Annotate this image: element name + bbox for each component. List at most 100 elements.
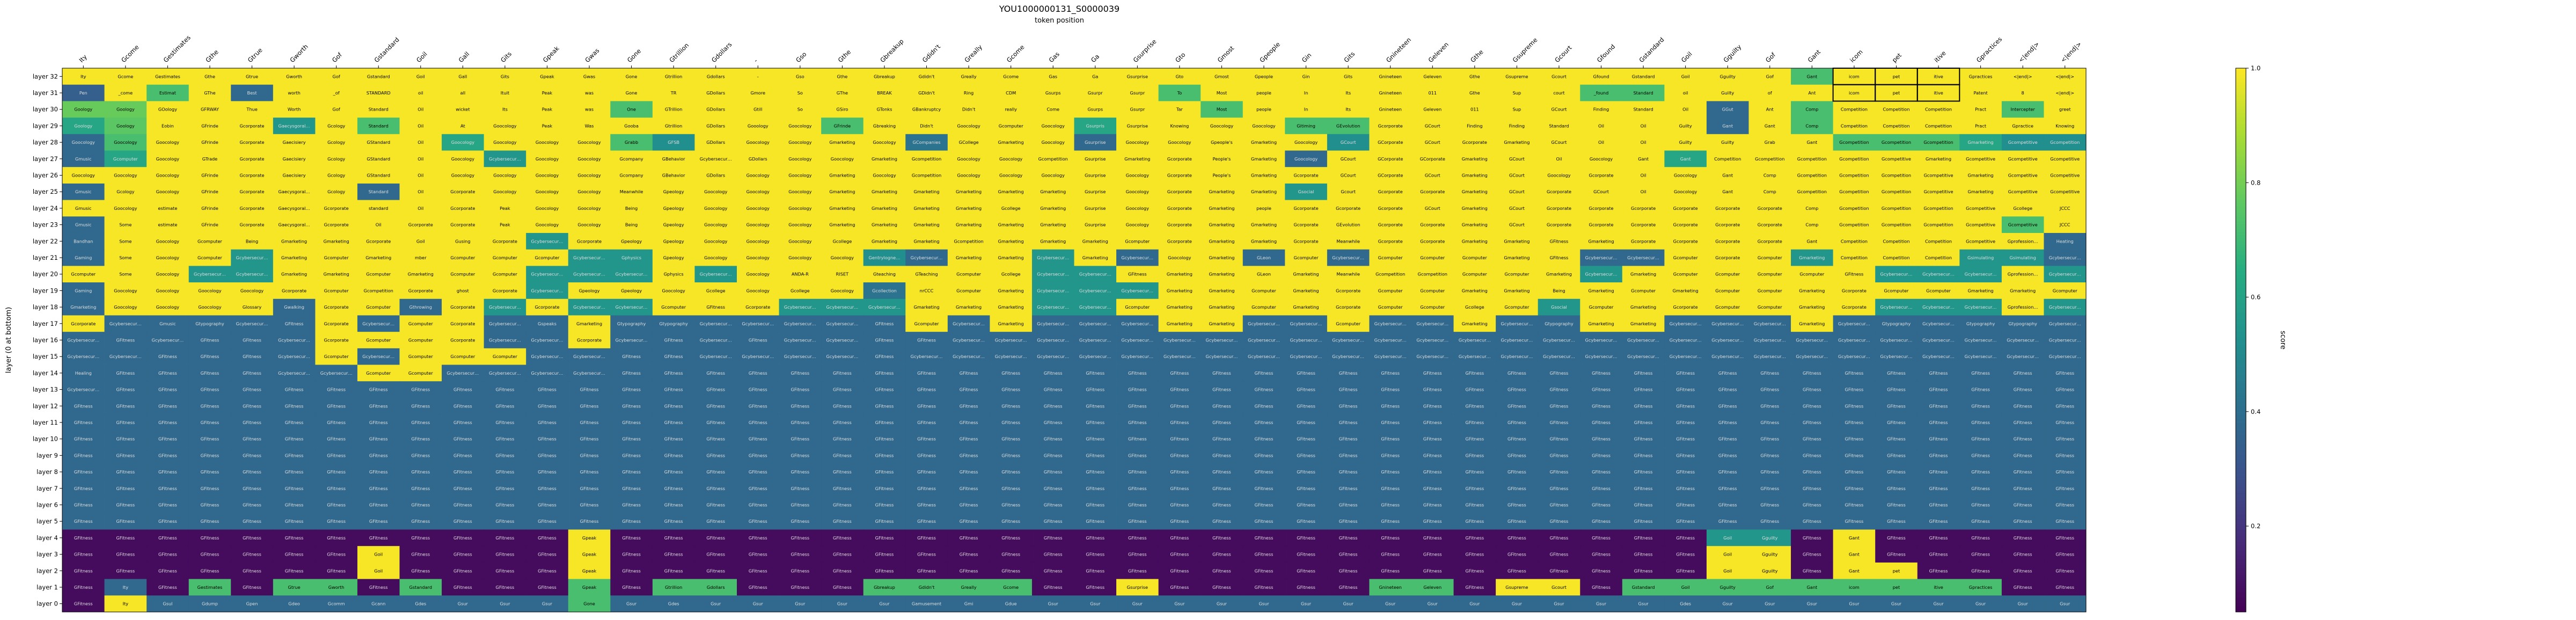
cell-label: Gcorporate	[239, 140, 264, 145]
cell-label: Goocology	[1674, 173, 1697, 178]
heatmap-cell	[1242, 298, 1285, 316]
cell-label: Gcompetitive	[1882, 156, 1911, 162]
cell-label: Gcompetition	[1882, 222, 1911, 228]
heatmap-cell	[1074, 348, 1117, 365]
cell-label: Gmarketing	[1293, 304, 1319, 310]
heatmap-cell	[990, 381, 1033, 398]
cell-label: GFitness	[1423, 502, 1442, 507]
cell-label: Gcybersecur…	[278, 370, 310, 376]
heatmap-cell	[1622, 118, 1665, 135]
cell-label: GFitness	[1044, 519, 1063, 524]
cell-label: GBehavior	[662, 173, 685, 178]
cell-label: Gcomputer	[1715, 288, 1740, 293]
cell-label: Gcorporate	[324, 206, 349, 211]
heatmap-cell	[1496, 183, 1539, 200]
cell-label: GFitness	[538, 403, 557, 409]
cell-label: Gof	[333, 107, 341, 112]
heatmap-cell	[863, 315, 906, 332]
cell-label: GFitness	[2055, 420, 2074, 425]
cell-label: Gcompetitive	[2008, 222, 2038, 228]
cell-label: estimate	[158, 222, 177, 228]
cell-label: Goocology	[451, 156, 474, 162]
colorbar	[2235, 68, 2246, 612]
heatmap-cell	[1833, 381, 1876, 398]
cell-label: Gmarketing	[1082, 238, 1108, 244]
cell-label: GFitness	[1212, 420, 1231, 425]
cell-label: Goocology	[240, 288, 264, 293]
cell-label: GFitness	[285, 469, 304, 475]
x-tick-label: Gits	[499, 50, 513, 64]
heatmap-cell	[2001, 364, 2044, 382]
cell-label: Gcybersecur…	[489, 321, 521, 326]
heatmap-cell	[1748, 134, 1791, 151]
heatmap-cell	[1833, 298, 1876, 316]
heatmap-cell	[568, 101, 611, 118]
cell-label: itive	[1934, 74, 1943, 79]
cell-label: Gcomputer	[1926, 288, 1951, 293]
cell-label: GFitness	[580, 486, 599, 491]
heatmap-cell	[694, 134, 737, 151]
heatmap-cell	[1538, 298, 1580, 316]
cell-label: Gcybersecur…	[1796, 354, 1828, 359]
cell-label: Gcybersecur…	[1670, 354, 1702, 359]
heatmap-cell	[1706, 118, 1749, 135]
heatmap-cell	[694, 150, 737, 167]
cell-label: Goocology	[198, 288, 221, 293]
cell-label: Gcorporate	[1336, 304, 1360, 310]
heatmap-cell	[2044, 134, 2087, 151]
cell-label: GFitness	[1255, 420, 1274, 425]
cell-label: GFitness	[1381, 403, 1400, 409]
heatmap-cell	[694, 84, 737, 101]
cell-label: GFitness	[74, 403, 93, 409]
cell-label: Gcybersecur…	[1838, 321, 1870, 326]
cell-label: GFitness	[1212, 403, 1231, 409]
cell-label: Gcome	[1003, 585, 1019, 590]
heatmap-cell	[526, 298, 569, 316]
heatmap-cell	[821, 249, 864, 266]
cell-label: GFitness	[327, 568, 346, 573]
cell-label: Gone	[583, 601, 595, 607]
heatmap-cell	[610, 249, 653, 266]
heatmap-cell	[1031, 134, 1074, 151]
heatmap-cell	[1917, 315, 1960, 332]
heatmap-cell	[1580, 397, 1623, 415]
heatmap-cell	[442, 183, 485, 200]
heatmap-cell	[1074, 200, 1117, 217]
cell-label: Gtypography	[617, 321, 646, 326]
cell-label: Gcybersecur…	[531, 338, 564, 343]
cell-label: Gcollege	[833, 238, 852, 244]
cell-label: GFitness	[496, 436, 515, 442]
cell-label: Gsur	[1217, 601, 1227, 607]
cell-label: Gmarketing	[1673, 288, 1699, 293]
cell-label: Gcorporate	[1631, 222, 1656, 228]
heatmap-cell	[526, 118, 569, 135]
heatmap-cell	[315, 118, 358, 135]
cell-label: Gtill	[753, 107, 762, 112]
cell-label: Goocology	[747, 288, 770, 293]
heatmap-cell	[442, 150, 485, 167]
heatmap-cell	[1580, 167, 1623, 184]
cell-label: GFitness	[1971, 519, 1990, 524]
heatmap-cell	[1538, 266, 1580, 283]
cell-label: Gsupreme	[1505, 585, 1528, 590]
heatmap-cell	[1706, 216, 1749, 234]
y-tick-label: layer 25	[33, 188, 58, 195]
heatmap-cell	[1158, 348, 1201, 365]
cell-label: Standard	[369, 123, 389, 128]
cell-label: GFitness	[1128, 486, 1147, 491]
heatmap-cell	[568, 150, 611, 167]
cell-label: Gcorporate	[1378, 206, 1403, 211]
cell-label: GFitness	[158, 387, 177, 392]
cell-label: Gcybersecur…	[573, 370, 605, 376]
heatmap-cell	[863, 167, 906, 184]
cell-label: Gcorporate	[1378, 238, 1403, 244]
cell-label: Gcollege	[1465, 304, 1484, 310]
cell-label: Meanwhile	[1336, 238, 1360, 244]
cell-label: Gmarketing	[1462, 321, 1488, 326]
cell-label: Oil	[418, 123, 423, 128]
heatmap-cell	[442, 397, 485, 415]
cell-label: Tar	[1176, 107, 1183, 112]
cell-label: GFitness	[411, 519, 430, 524]
cell-label: Gmarketing	[2010, 288, 2036, 293]
heatmap-cell	[147, 134, 189, 151]
